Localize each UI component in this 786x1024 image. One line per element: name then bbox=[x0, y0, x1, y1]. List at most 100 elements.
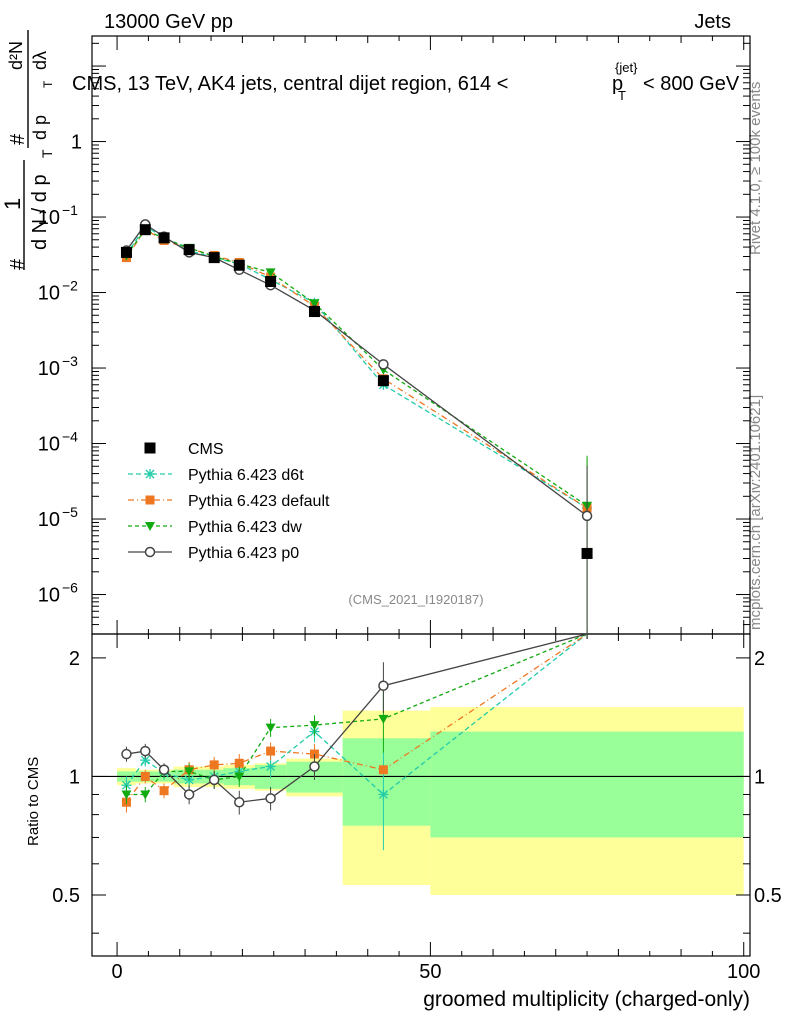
ylabel-dpT: d p bbox=[30, 115, 50, 140]
ratio-point bbox=[378, 765, 388, 775]
ratio-point bbox=[121, 790, 132, 800]
ratio-line-0 bbox=[125, 634, 588, 796]
main-point bbox=[581, 510, 593, 522]
ratio-point bbox=[140, 771, 150, 781]
ratio-point bbox=[159, 786, 169, 796]
ylabel-d2N: d²N bbox=[6, 41, 26, 70]
ylabel-one: 1 bbox=[0, 198, 25, 210]
ratio-point bbox=[140, 745, 151, 757]
stat-band bbox=[430, 731, 744, 838]
ratio-line-2 bbox=[126, 634, 588, 796]
ratio-y-tick-label: 1 bbox=[69, 766, 80, 788]
data-point bbox=[233, 259, 245, 271]
ratio-series-layer bbox=[121, 634, 588, 851]
ylabel-hash: # bbox=[7, 258, 29, 270]
data-point bbox=[265, 276, 277, 288]
ratio-point bbox=[266, 746, 276, 756]
ratio-line-3 bbox=[126, 634, 588, 803]
main-plot-frame: 10 −610 −510 −410 −310 −210 −11 bbox=[38, 35, 751, 635]
chart-title-main: CMS, 13 TeV, AK4 jets, central dijet reg… bbox=[72, 73, 508, 95]
legend: CMS Pythia 6.423 d6t Pythia 6.423 default P… bbox=[128, 441, 330, 562]
ratio-point bbox=[183, 789, 195, 800]
ylabel-dl: dλ bbox=[30, 51, 50, 70]
ylabel-T2: T bbox=[41, 80, 55, 88]
chart-title-end: < 800 GeV bbox=[643, 73, 740, 95]
ratio-y-tick-label-right: 1 bbox=[754, 766, 765, 788]
ratio-y-tick-label-right: 2 bbox=[754, 648, 765, 670]
ratio-point bbox=[158, 764, 170, 775]
ylabel-T: T bbox=[39, 149, 55, 158]
main-point bbox=[265, 268, 276, 278]
ylabel-dN: d N / d p bbox=[29, 174, 51, 250]
y-tick-label: 10 bbox=[38, 207, 60, 229]
data-point bbox=[581, 547, 593, 559]
x-tick-label: 0 bbox=[112, 961, 123, 983]
y-tick-label: 10 bbox=[38, 509, 60, 531]
ratio-point bbox=[208, 774, 220, 786]
legend-marker bbox=[144, 546, 156, 558]
ratio-y-tick-label: 0.5 bbox=[52, 885, 80, 907]
header-left: 13000 GeV pp bbox=[104, 11, 233, 33]
rivet-version-label: Rivet 4.1.0, ≥ 100k events bbox=[747, 82, 764, 255]
main-line-3 bbox=[125, 223, 588, 517]
data-point bbox=[308, 306, 320, 318]
data-point bbox=[377, 375, 389, 387]
legend-marker bbox=[144, 442, 156, 454]
ratio-point bbox=[140, 790, 151, 800]
ratio-point bbox=[265, 723, 276, 733]
y-tick-exponent: −2 bbox=[62, 278, 78, 294]
main-line-0 bbox=[125, 225, 588, 509]
x-tick-label: 50 bbox=[419, 961, 441, 983]
ratio-point bbox=[234, 796, 245, 808]
y-tick-label: 10 bbox=[38, 283, 60, 305]
ratio-y-tick-label: 2 bbox=[69, 648, 80, 670]
ratio-bands bbox=[117, 707, 744, 895]
ratio-point bbox=[265, 761, 276, 772]
ratio-line-1 bbox=[125, 634, 588, 803]
y-axis-label-main: 1 # d N / d p T # d²N d p T dλ bbox=[0, 30, 55, 270]
ratio-point bbox=[309, 721, 320, 731]
data-point bbox=[208, 252, 220, 264]
ratio-point bbox=[378, 789, 389, 800]
ratio-point bbox=[378, 714, 389, 724]
ratio-point bbox=[265, 793, 276, 804]
data-point bbox=[120, 246, 132, 258]
header-right: Jets bbox=[694, 11, 731, 33]
ratio-point bbox=[209, 760, 219, 770]
ratio-axes-box bbox=[91, 633, 751, 957]
ratio-point bbox=[121, 748, 132, 760]
y-tick-exponent: −1 bbox=[62, 202, 78, 218]
stat-band bbox=[342, 738, 431, 826]
y-tick-label: 1 bbox=[71, 132, 82, 154]
y-axis-label-ratio: Ratio to CMS bbox=[25, 757, 42, 846]
main-series-layer bbox=[120, 219, 593, 634]
y-tick-label: 10 bbox=[38, 358, 60, 380]
chart-title-sup: {jet} bbox=[615, 60, 638, 75]
y-tick-exponent: −4 bbox=[62, 429, 78, 445]
ratio-point bbox=[309, 761, 320, 772]
analysis-watermark: (CMS_2021_I1920187) bbox=[348, 592, 483, 607]
chart-title: CMS, 13 TeV, AK4 jets, central dijet reg… bbox=[72, 60, 740, 103]
ratio-y-tick-label-right: 0.5 bbox=[754, 885, 782, 907]
chart-title-pt: p bbox=[612, 73, 623, 95]
legend-marker bbox=[145, 522, 155, 531]
ratio-point bbox=[234, 758, 244, 768]
ylabel-hash2: # bbox=[7, 133, 29, 145]
ratio-point bbox=[378, 680, 389, 691]
mcplots-label: mcplots.cern.ch [arXiv:2401.10621] bbox=[747, 395, 764, 630]
main-point bbox=[309, 299, 320, 309]
legend-label: Pythia 6.423 default bbox=[188, 493, 330, 510]
x-tick-label: 100 bbox=[727, 961, 760, 983]
data-point bbox=[183, 244, 195, 256]
ratio-plot-frame: 0 50 100 0.5 0.5 1 1 2 2 bbox=[52, 633, 782, 983]
legend-marker bbox=[145, 495, 155, 505]
main-line-1 bbox=[125, 228, 588, 509]
y-tick-exponent: −6 bbox=[62, 580, 78, 596]
y-tick-label: 10 bbox=[38, 434, 60, 456]
main-line-2 bbox=[125, 228, 588, 507]
x-axis-label: groomed multiplicity (charged-only) bbox=[423, 988, 750, 1011]
y-tick-exponent: −3 bbox=[62, 353, 78, 369]
data-point bbox=[158, 232, 170, 244]
legend-label: CMS bbox=[188, 441, 224, 458]
